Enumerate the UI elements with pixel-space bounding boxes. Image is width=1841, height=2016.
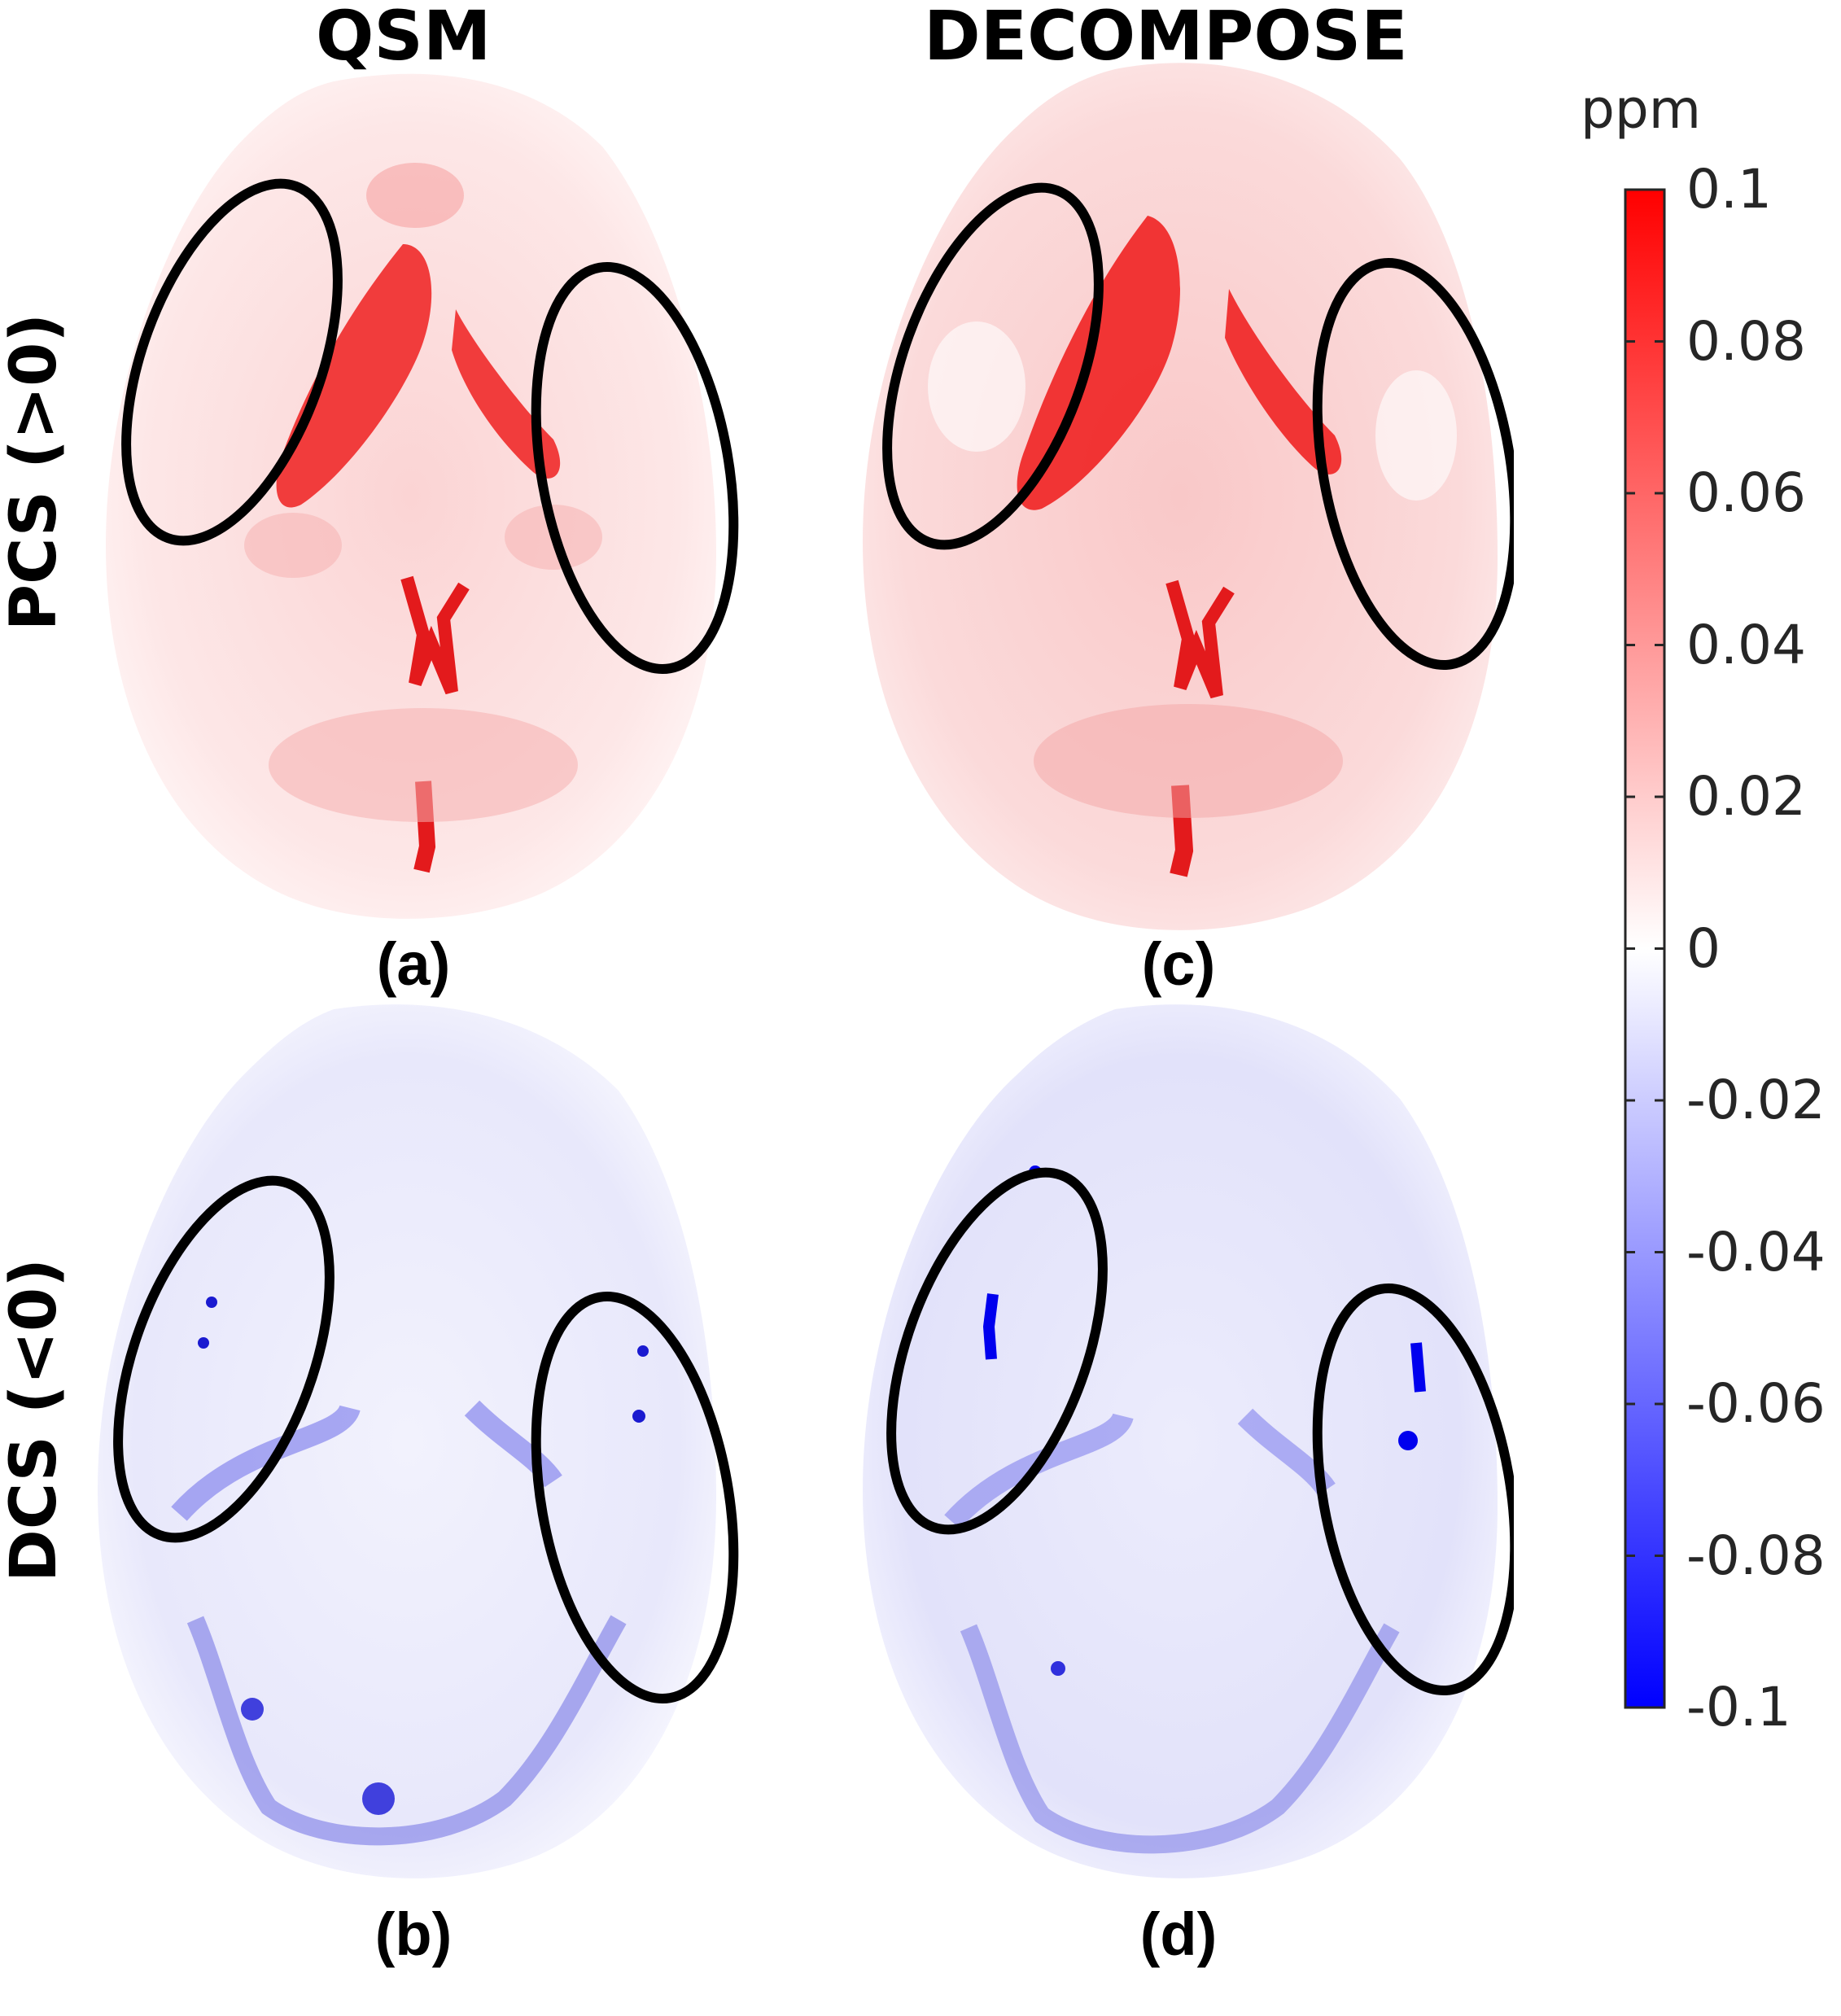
column-title-qsm: QSM — [316, 0, 492, 76]
colorbar-gradient — [1624, 188, 1666, 1709]
panel-label-b: (b) — [374, 1900, 453, 1968]
colorbar-tick-label: 0.06 — [1686, 461, 1806, 524]
brain-map-panel-d — [863, 1004, 1514, 1878]
brain-map-panel-b — [98, 1004, 739, 1878]
column-title-decompose: DECOMPOSE — [924, 0, 1408, 76]
panel-label-a: (a) — [376, 930, 451, 998]
colorbar-tick-label: -0.06 — [1686, 1372, 1826, 1435]
colorbar-tick-label: 0.02 — [1686, 765, 1806, 828]
colorbar-tick-label: 0.1 — [1686, 158, 1772, 221]
colorbar-tick-label: 0.04 — [1686, 613, 1806, 676]
colorbar-tick-label: 0.08 — [1686, 309, 1806, 373]
colorbar-tick-label: -0.1 — [1686, 1676, 1791, 1738]
colorbar-tick-label: 0 — [1686, 916, 1721, 980]
colorbar-tick-label: -0.04 — [1686, 1220, 1826, 1284]
colorbar-unit-label: ppm — [1581, 78, 1702, 141]
brain-map-panel-a — [106, 73, 739, 919]
row-title-pcs: PCS (>0) — [0, 313, 71, 632]
panel-label-c: (c) — [1141, 930, 1216, 998]
brain-map-panel-c — [863, 63, 1514, 930]
colorbar-tick-label: -0.08 — [1686, 1524, 1826, 1587]
panel-label-d: (d) — [1139, 1900, 1218, 1968]
colorbar-tick-label: -0.02 — [1686, 1069, 1826, 1131]
row-title-dcs: DCS (<0) — [0, 1258, 71, 1582]
